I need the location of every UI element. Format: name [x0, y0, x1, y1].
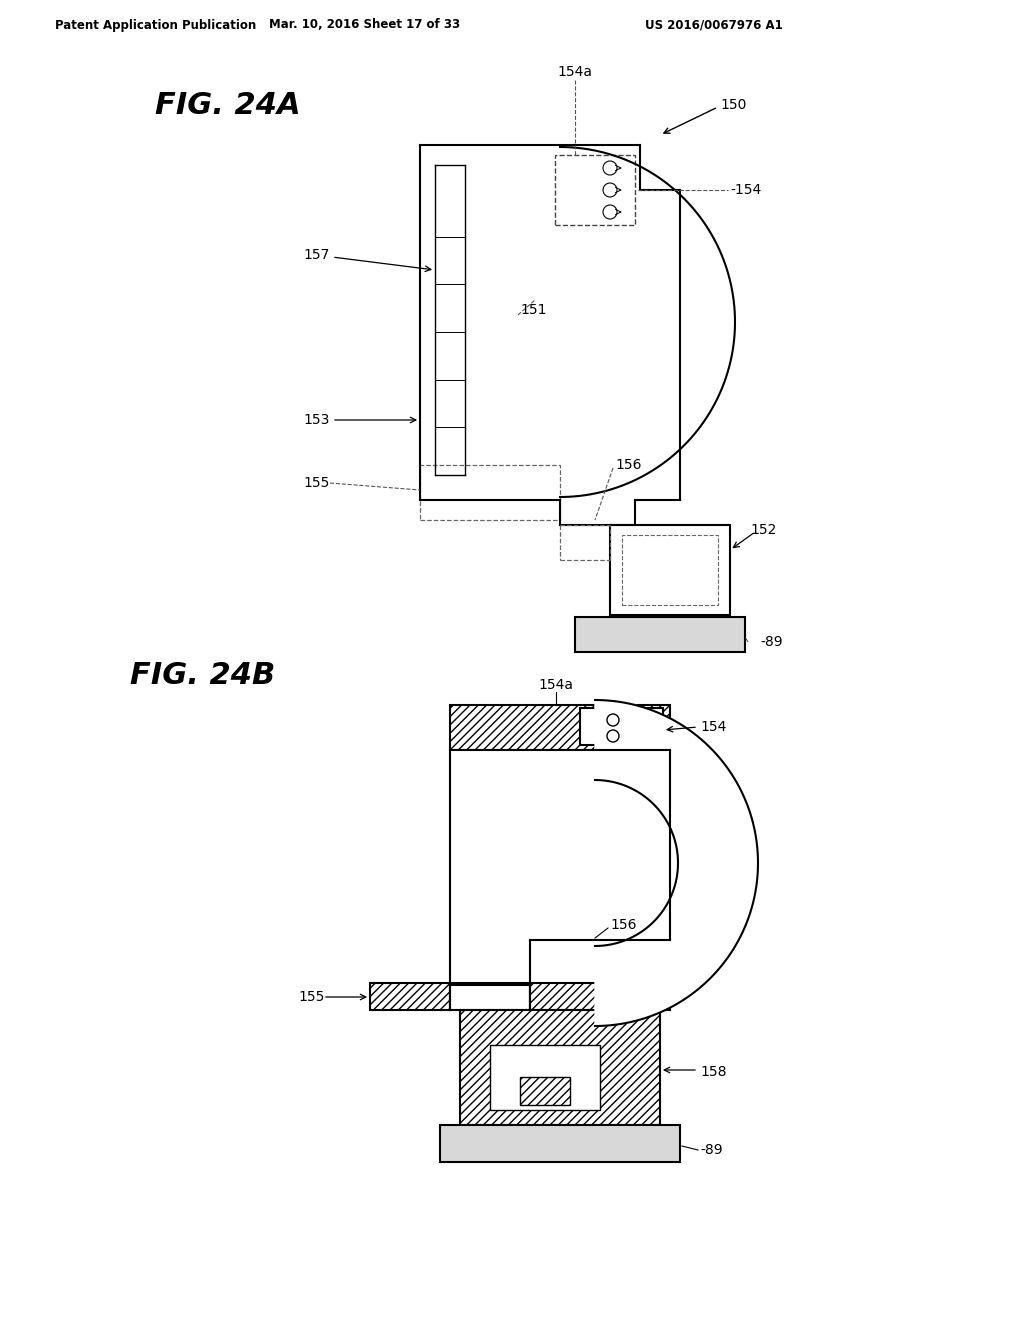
Bar [450, 983, 530, 1010]
Text: Patent Application Publication: Patent Application Publication [55, 18, 256, 32]
Text: FIG. 24B: FIG. 24B [130, 660, 275, 689]
Bar [490, 1045, 600, 1110]
Text: 154a: 154a [557, 65, 593, 79]
Text: 154: 154 [700, 719, 726, 734]
Text: 151: 151 [520, 304, 547, 317]
Bar [450, 750, 670, 780]
Bar [595, 750, 670, 940]
Bar [450, 705, 670, 750]
Bar [370, 983, 450, 1010]
Text: -89: -89 [760, 635, 782, 649]
Text: 153: 153 [304, 413, 330, 426]
Bar [450, 750, 530, 985]
Bar [575, 616, 745, 652]
Text: 152: 152 [750, 523, 776, 537]
Circle shape [607, 714, 618, 726]
Bar [460, 1010, 660, 1125]
Text: -89: -89 [700, 1143, 723, 1158]
Text: -154: -154 [730, 183, 761, 197]
Text: 154a: 154a [539, 678, 573, 692]
Bar [440, 1125, 680, 1162]
Text: 150: 150 [720, 98, 746, 112]
Text: 156: 156 [610, 917, 637, 932]
Text: 158: 158 [700, 1065, 726, 1078]
Bar [610, 525, 730, 615]
Bar [530, 983, 670, 1010]
Text: 157: 157 [304, 248, 330, 261]
Text: FIG. 24A: FIG. 24A [155, 91, 301, 120]
Polygon shape [595, 700, 758, 1026]
Bar [520, 1077, 570, 1105]
Text: 156: 156 [615, 458, 641, 473]
Text: 155: 155 [299, 990, 325, 1005]
Text: 155: 155 [304, 477, 330, 490]
Circle shape [607, 730, 618, 742]
Text: Mar. 10, 2016 Sheet 17 of 33: Mar. 10, 2016 Sheet 17 of 33 [269, 18, 461, 32]
Bar [580, 708, 663, 744]
Text: US 2016/0067976 A1: US 2016/0067976 A1 [645, 18, 782, 32]
